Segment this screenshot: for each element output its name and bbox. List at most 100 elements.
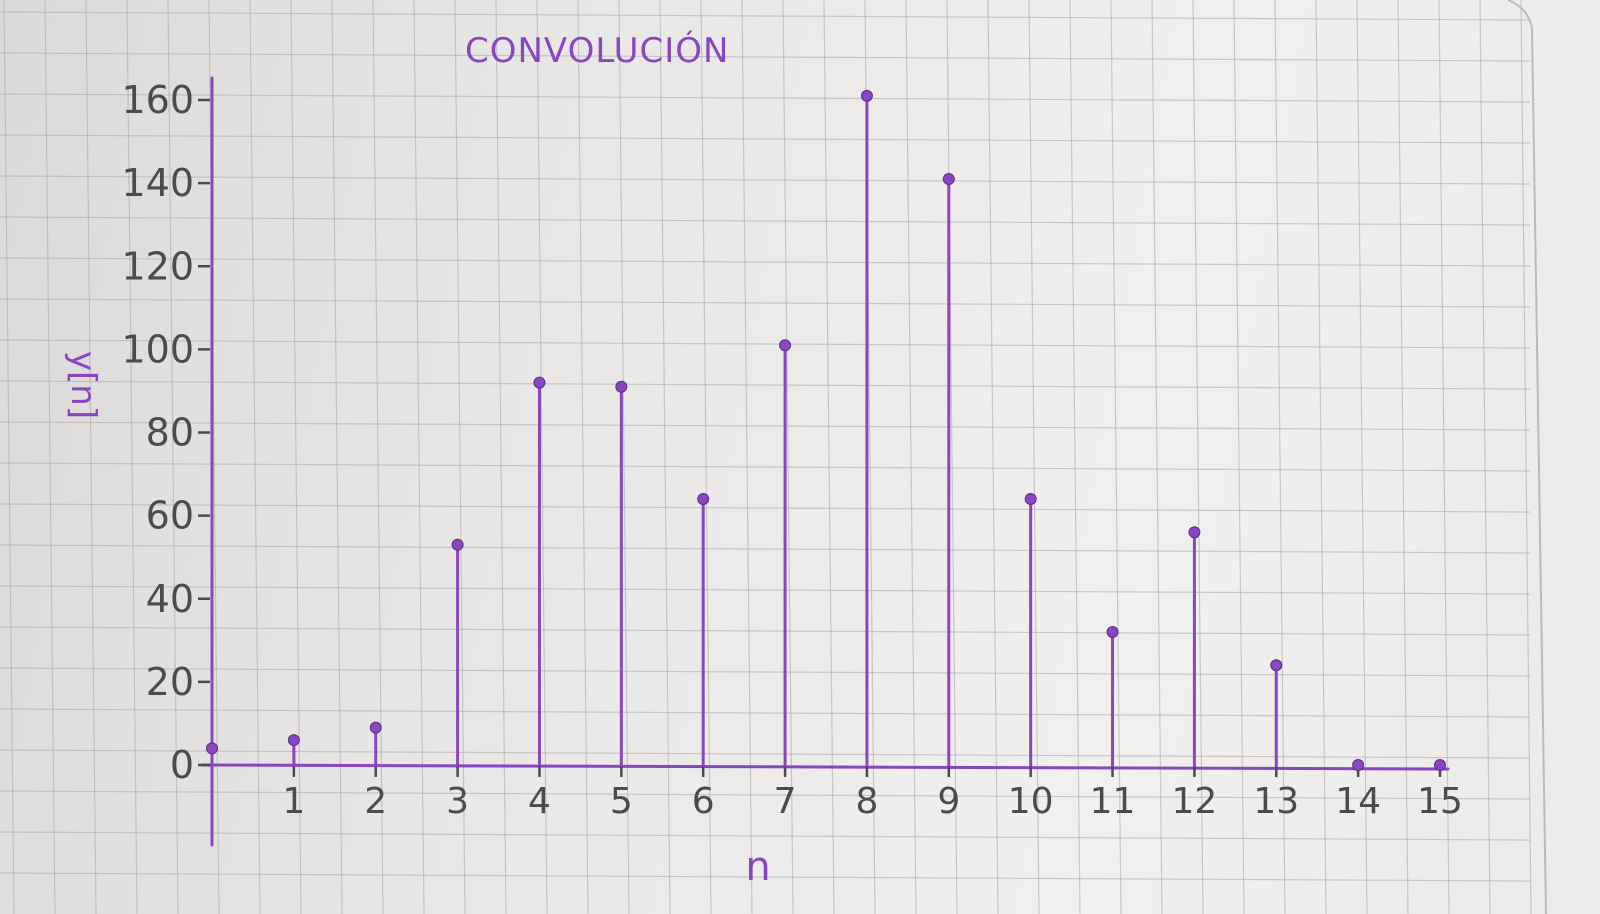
x-tick-label: 1 bbox=[282, 781, 305, 822]
stem-4 bbox=[533, 376, 546, 767]
grid-line-horizontal bbox=[0, 544, 1531, 554]
stem-marker bbox=[942, 172, 955, 185]
x-tick-label: 11 bbox=[1090, 781, 1136, 822]
grid-line-vertical bbox=[454, 0, 466, 914]
x-tick-label: 2 bbox=[364, 781, 387, 822]
grid-line-horizontal bbox=[0, 298, 1531, 308]
grid-line-horizontal bbox=[0, 708, 1531, 718]
y-tick-label: 60 bbox=[146, 494, 194, 538]
grid-line-vertical bbox=[987, 0, 999, 914]
grid-line-vertical bbox=[946, 0, 958, 914]
x-tick-label: 8 bbox=[855, 781, 878, 822]
grid-line-vertical bbox=[290, 0, 302, 914]
x-axis-line bbox=[200, 763, 1450, 771]
graph-paper-grid bbox=[0, 0, 1532, 914]
stem-marker bbox=[697, 493, 710, 505]
stem-11 bbox=[1106, 626, 1119, 767]
x-tick-label: 10 bbox=[1008, 781, 1054, 822]
grid-line-horizontal bbox=[0, 831, 1531, 841]
grid-line-vertical bbox=[1151, 0, 1163, 914]
x-axis-label: n bbox=[745, 844, 770, 890]
grid-line-vertical bbox=[905, 0, 917, 914]
stem-marker bbox=[1434, 759, 1446, 771]
stem-marker bbox=[779, 339, 792, 352]
grid-line-vertical bbox=[1356, 0, 1368, 914]
stem-7 bbox=[779, 339, 792, 767]
y-tick-label: 100 bbox=[121, 327, 194, 371]
grid-line-horizontal bbox=[0, 339, 1531, 349]
stem-marker bbox=[615, 380, 628, 393]
axes bbox=[200, 76, 1450, 847]
grid-line-horizontal bbox=[0, 790, 1531, 800]
grid-line-vertical bbox=[1069, 0, 1081, 914]
grid-line-vertical bbox=[741, 0, 753, 914]
grid-line-vertical bbox=[1110, 0, 1122, 914]
x-tick-label: 4 bbox=[528, 781, 551, 822]
x-tick-label: 7 bbox=[774, 781, 797, 822]
grid-line-horizontal bbox=[0, 380, 1531, 390]
y-tick-label: 40 bbox=[146, 577, 194, 621]
stem-14 bbox=[1352, 759, 1365, 771]
grid-line-vertical bbox=[1028, 0, 1040, 914]
grid-line-vertical bbox=[249, 0, 261, 914]
stem-9 bbox=[942, 172, 955, 767]
grid-line-horizontal bbox=[0, 11, 1531, 21]
y-axis-ticks: 0 20 40 60 80 100 120 140 160 bbox=[121, 78, 210, 787]
x-tick-label: 6 bbox=[692, 781, 715, 822]
x-tick-label: 15 bbox=[1417, 781, 1463, 822]
grid-line-vertical bbox=[659, 0, 671, 914]
stem-marker bbox=[1106, 626, 1119, 638]
x-axis-ticks: 1 2 3 4 5 6 7 8 9 10 11 12 13 14 15 bbox=[282, 763, 1463, 822]
stem-marker bbox=[451, 538, 464, 551]
grid-line-vertical bbox=[1233, 0, 1245, 914]
grid-line-horizontal bbox=[0, 749, 1531, 759]
x-tick-label: 12 bbox=[1171, 781, 1217, 822]
stem-marker bbox=[1024, 493, 1037, 505]
grid-line-vertical bbox=[1397, 0, 1409, 914]
stem-15 bbox=[1434, 759, 1446, 771]
x-tick-label: 9 bbox=[937, 781, 960, 822]
grid-line-horizontal bbox=[0, 134, 1531, 144]
stem-5 bbox=[615, 380, 628, 767]
y-tick-label: 0 bbox=[170, 743, 194, 787]
grid-line-horizontal bbox=[0, 52, 1531, 62]
x-tick-label: 5 bbox=[610, 781, 633, 822]
stem-marker bbox=[369, 721, 382, 734]
grid-line-vertical bbox=[1438, 0, 1450, 914]
stem-13 bbox=[1270, 659, 1283, 767]
grid-line-horizontal bbox=[0, 585, 1531, 595]
y-tick-label: 20 bbox=[146, 660, 194, 704]
grid-line-horizontal bbox=[0, 175, 1531, 185]
grid-line-vertical bbox=[44, 0, 56, 914]
stem-marker bbox=[287, 734, 300, 747]
grid-line-vertical bbox=[1192, 0, 1204, 914]
grid-line-vertical bbox=[495, 0, 507, 914]
grid-line-vertical bbox=[331, 0, 343, 914]
grid-line-vertical bbox=[413, 0, 425, 914]
x-tick-label: 13 bbox=[1253, 781, 1299, 822]
grid-line-vertical bbox=[3, 0, 15, 914]
grid-line-vertical bbox=[700, 0, 712, 914]
stem-6 bbox=[697, 493, 710, 767]
grid-line-vertical bbox=[1479, 0, 1491, 914]
grid-line-horizontal bbox=[0, 93, 1531, 103]
stem-marker bbox=[1352, 759, 1365, 771]
grid-line-horizontal bbox=[0, 462, 1531, 472]
grid-line-horizontal bbox=[0, 667, 1531, 677]
stem-12 bbox=[1188, 526, 1201, 767]
chart-title: CONVOLUCIÓN bbox=[465, 30, 729, 71]
grid-line-vertical bbox=[126, 0, 138, 914]
y-axis-label: y[n] bbox=[63, 351, 103, 419]
grid-line-vertical bbox=[372, 0, 384, 914]
stem-10 bbox=[1024, 493, 1037, 767]
stem-marker bbox=[1188, 526, 1201, 539]
stems bbox=[206, 89, 1446, 771]
y-tick-label: 120 bbox=[121, 244, 194, 288]
grid-line-vertical bbox=[782, 0, 794, 914]
stem-8 bbox=[860, 89, 873, 767]
grid-line-horizontal bbox=[0, 421, 1531, 431]
grid-line-vertical bbox=[536, 0, 548, 914]
stem-marker bbox=[1270, 659, 1283, 672]
stem-marker bbox=[533, 376, 546, 389]
